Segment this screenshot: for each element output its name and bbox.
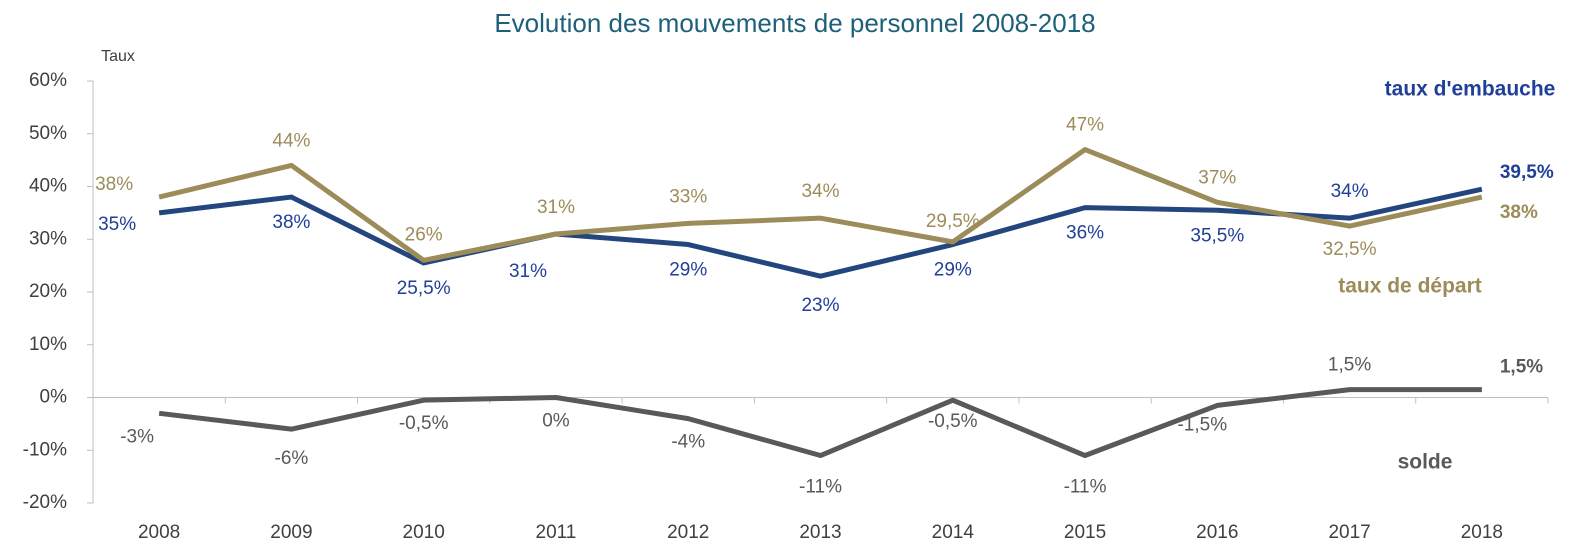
- data-label: -3%: [120, 426, 154, 447]
- data-label: 47%: [1066, 115, 1104, 136]
- x-tick-label: 2013: [799, 522, 841, 543]
- data-label: 36%: [1066, 223, 1104, 244]
- data-label: 39,5%: [1500, 162, 1554, 183]
- y-tick-label: -10%: [23, 439, 67, 460]
- x-tick-label: 2015: [1064, 522, 1106, 543]
- data-label: 44%: [272, 130, 310, 151]
- data-label: 25,5%: [397, 278, 451, 299]
- chart-title: Evolution des mouvements de personnel 20…: [494, 8, 1095, 38]
- data-label: -4%: [671, 432, 705, 453]
- data-label: 23%: [801, 295, 839, 316]
- series-name: taux de départ: [1338, 275, 1482, 298]
- y-tick-label: 50%: [29, 123, 67, 144]
- data-label: -1,5%: [1177, 414, 1227, 435]
- data-label: 29%: [934, 260, 972, 281]
- x-tick-label: 2014: [932, 522, 975, 543]
- data-label: -11%: [1064, 477, 1107, 498]
- data-label: 1,5%: [1328, 355, 1371, 376]
- data-label: 38%: [272, 212, 310, 233]
- y-tick-label: 0%: [40, 387, 68, 408]
- data-label: 26%: [405, 224, 443, 245]
- series-name: solde: [1398, 451, 1453, 474]
- series-line: [158, 147, 1483, 263]
- data-label: 33%: [669, 186, 707, 207]
- x-tick-label: 2008: [138, 522, 180, 543]
- data-label: -0,5%: [399, 413, 449, 434]
- data-label: 31%: [537, 197, 575, 218]
- x-tick-label: 2010: [403, 522, 445, 543]
- x-tick-label: 2012: [667, 522, 709, 543]
- x-tick-label: 2009: [270, 522, 312, 543]
- y-tick-label: -20%: [23, 492, 67, 513]
- y-axis-label: Taux: [101, 48, 135, 65]
- data-label: -11%: [799, 477, 842, 498]
- data-label: 35,5%: [1190, 225, 1244, 246]
- data-label: 1,5%: [1500, 357, 1543, 378]
- data-label: 32,5%: [1323, 239, 1377, 260]
- data-label: 29,5%: [926, 211, 980, 232]
- series-name: taux d'embauche: [1385, 78, 1556, 101]
- data-label: 38%: [1500, 202, 1538, 223]
- y-tick-label: 40%: [29, 176, 67, 197]
- data-label: 34%: [1331, 181, 1369, 202]
- y-tick-label: 10%: [29, 334, 67, 355]
- data-label: 35%: [98, 214, 136, 235]
- data-label: 38%: [95, 174, 133, 195]
- data-label: -0,5%: [928, 411, 978, 432]
- data-label: 37%: [1198, 167, 1236, 188]
- x-tick-label: 2016: [1196, 522, 1238, 543]
- x-tick-label: 2011: [536, 522, 577, 543]
- series-line: [158, 186, 1483, 279]
- x-tick-label: 2018: [1461, 522, 1503, 543]
- data-label: 0%: [542, 411, 570, 432]
- series-line: [158, 387, 1482, 459]
- y-tick-label: 60%: [29, 70, 67, 91]
- data-label: -6%: [275, 448, 309, 469]
- data-label: 34%: [801, 181, 839, 202]
- y-tick-label: 30%: [29, 228, 67, 249]
- data-label: 31%: [509, 261, 547, 282]
- y-tick-label: 20%: [29, 281, 67, 302]
- data-label: 29%: [669, 260, 707, 281]
- x-tick-label: 2017: [1328, 522, 1370, 543]
